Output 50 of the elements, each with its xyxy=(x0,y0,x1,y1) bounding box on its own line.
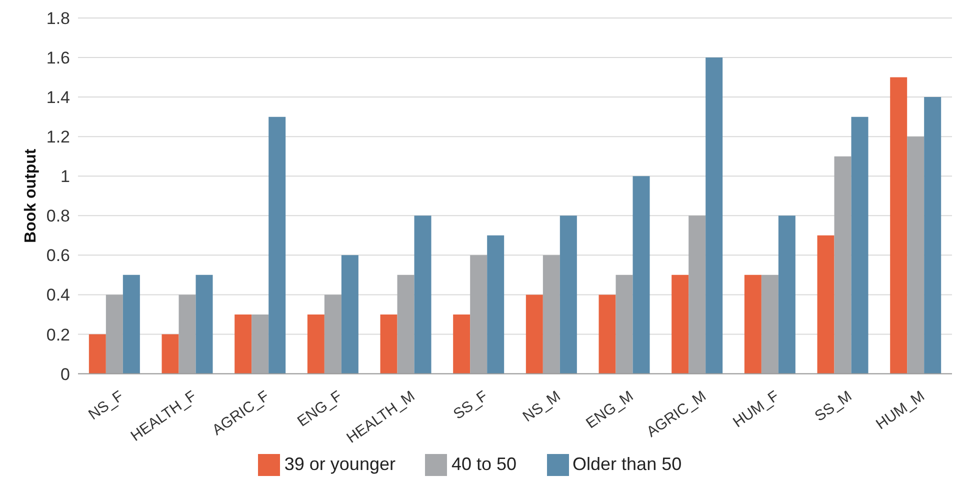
bar xyxy=(88,334,106,374)
bar xyxy=(196,274,213,374)
y-tick-label: 1.8 xyxy=(46,9,70,28)
bar xyxy=(453,314,470,374)
bar xyxy=(851,116,868,374)
bar xyxy=(616,274,633,374)
bar xyxy=(106,294,123,374)
bar xyxy=(122,274,140,374)
bar xyxy=(688,216,706,374)
legend-label: Older than 50 xyxy=(572,454,682,474)
bar xyxy=(907,136,924,374)
bar xyxy=(706,58,723,374)
bar xyxy=(890,77,908,374)
bar xyxy=(834,156,852,374)
bar xyxy=(307,314,324,374)
y-axis-title: Book output xyxy=(22,148,40,243)
bar xyxy=(744,274,762,374)
bar xyxy=(761,274,778,374)
bar xyxy=(234,314,252,374)
y-tick-label: 0 xyxy=(60,364,70,384)
bar xyxy=(341,255,358,374)
bar xyxy=(526,294,543,374)
bar xyxy=(632,176,650,374)
bar xyxy=(397,274,414,374)
bar xyxy=(268,116,286,374)
bar xyxy=(598,294,616,374)
legend-label: 39 or younger xyxy=(284,454,396,474)
y-tick-label: 1.2 xyxy=(46,128,70,147)
bar xyxy=(778,216,796,374)
y-tick-label: 0.2 xyxy=(46,325,70,344)
bar xyxy=(817,235,834,374)
bar xyxy=(487,235,504,374)
y-tick-label: 0.6 xyxy=(46,246,70,266)
bar xyxy=(324,294,342,374)
bar xyxy=(672,274,689,374)
bar xyxy=(924,97,942,374)
y-tick-label: 1.4 xyxy=(46,88,70,108)
y-tick-label: 0.4 xyxy=(46,286,70,305)
bar xyxy=(178,294,196,374)
y-tick-label: 1 xyxy=(60,167,70,186)
bar xyxy=(414,216,432,374)
legend-label: 40 to 50 xyxy=(451,454,517,474)
bar xyxy=(560,216,577,374)
bar xyxy=(380,314,398,374)
bar xyxy=(162,334,179,374)
y-tick-label: 1.6 xyxy=(46,48,70,68)
bar xyxy=(470,255,488,374)
bar xyxy=(542,255,560,374)
y-tick-label: 0.8 xyxy=(46,206,70,226)
bar xyxy=(252,314,269,374)
